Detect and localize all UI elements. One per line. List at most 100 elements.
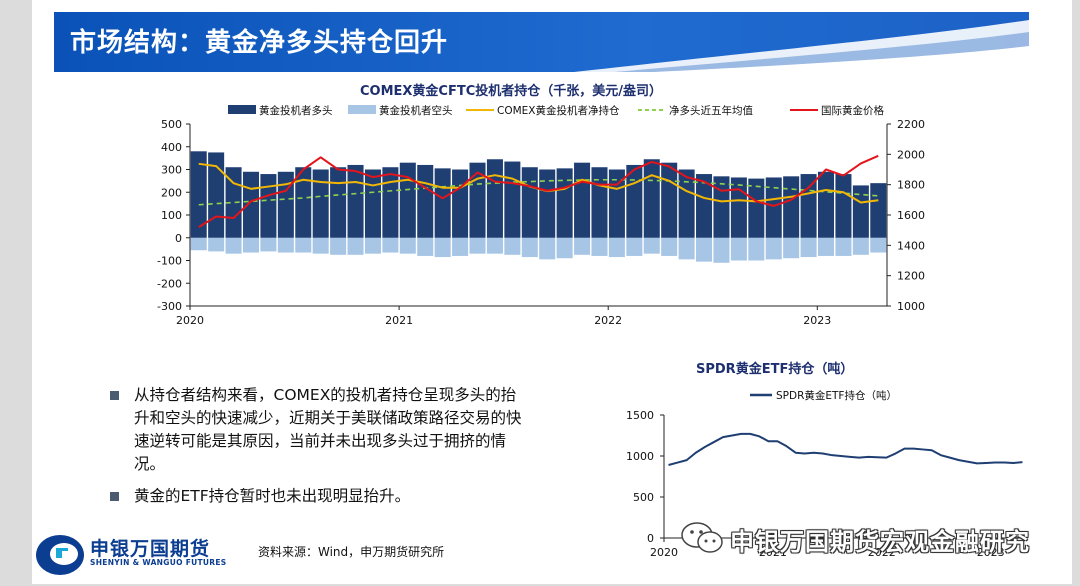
x-tick-label: 2023 [803,314,831,327]
long-position-bar [486,159,503,238]
long-position-bar [469,162,486,238]
short-position-bar [399,237,416,254]
long-position-bar [626,164,643,238]
y-right-tick-label: 1000 [897,300,925,313]
x-tick-label: 2022 [868,546,896,559]
short-position-bar [521,237,538,258]
y-right-tick-label: 1800 [897,179,925,192]
long-position-bar [347,164,364,238]
short-position-bar [765,237,782,260]
legend-swatch [348,105,376,114]
watermark-text: 申银万国期货宏观金融研究 [730,528,1030,556]
short-position-bar [591,237,608,256]
x-tick-label: 2021 [759,546,787,559]
y-right-tick-label: 1600 [897,209,925,222]
short-position-bar [713,237,730,263]
short-position-bar [190,237,207,251]
logo-text-cn: 申银万国期货 [90,538,211,560]
bullet-square-icon [110,492,119,501]
short-position-bar [295,237,312,253]
y-tick-label: -100 [157,255,182,268]
long-position-bar [452,169,469,238]
short-position-bar [504,237,521,255]
short-position-bar [852,237,869,255]
short-position-bar [208,237,225,252]
bullet-text: 从持仓者结构来看，COMEX的投机者持仓呈现多头的抬升和空头的快速减少，近期关于… [134,386,522,473]
y-tick-label: 100 [161,209,182,222]
long-position-bar [870,183,887,238]
long-position-bar [556,168,573,238]
y-tick-label: 300 [161,164,182,177]
short-position-bar [225,237,242,254]
x-tick-label: 2022 [594,314,622,327]
bullet-list: 从持仓者结构来看，COMEX的投机者持仓呈现多头的抬升和空头的快速减少，近期关于… [108,384,528,517]
short-position-bar [643,237,660,254]
long-position-bar [800,174,817,238]
long-position-bar [852,185,869,238]
y-tick-label: 1000 [626,450,654,463]
short-position-bar [661,237,678,256]
source-note: 资料来源：Wind，申万期货研究所 [258,545,445,559]
y-tick-label: 400 [161,141,182,154]
short-position-bar [783,237,800,259]
short-position-bar [696,237,713,262]
slide-title: 市场结构：黄金净多头持仓回升 [70,28,449,58]
long-position-bar [713,176,730,238]
long-position-bar [399,162,416,238]
bullet-item: 黄金的ETF持仓暂时也未出现明显抬升。 [108,485,528,508]
bullet-square-icon [110,391,119,400]
y-tick-label: 0 [647,532,654,545]
long-position-bar [504,161,521,238]
long-position-bar [242,171,260,238]
short-position-bar [469,237,486,254]
legend-label: SPDR黄金ETF持仓（吨） [776,389,897,402]
long-position-bar [312,169,329,238]
y-right-tick-label: 1400 [897,239,925,252]
legend-label: 黄金投机者多头 [259,104,333,117]
logo-mark-icon [36,535,84,575]
long-position-bar [277,171,294,238]
gold-price-line [198,154,879,228]
long-position-bar [661,162,678,238]
long-position-bar [364,169,381,238]
short-position-bar [817,237,835,256]
long-position-bar [748,178,765,238]
short-position-bar [835,237,852,256]
legend-label: COMEX黄金投机者净持仓 [497,104,620,117]
long-position-bar [696,174,713,238]
y-tick-label: -300 [157,300,182,313]
legend-label: 净多头近五年均值 [669,104,753,117]
long-position-bar [643,159,660,238]
legend-swatch [228,105,256,114]
y-tick-label: 500 [161,118,182,131]
long-position-bar [260,174,277,238]
long-position-bar [835,174,852,238]
x-tick-label: 2020 [176,314,204,327]
logo-text-en: SHENYIN & WANGUO FUTURES [90,558,227,567]
long-position-bar [330,167,347,238]
long-position-bar [591,167,608,238]
short-position-bar [382,237,399,253]
short-position-bar [434,237,451,258]
short-position-bar [242,237,260,253]
y-right-tick-label: 1200 [897,270,925,283]
bullet-text: 黄金的ETF持仓暂时也未出现明显抬升。 [134,487,411,505]
long-position-bar [817,171,835,238]
long-position-bar [783,176,800,238]
y-tick-label: 500 [633,491,654,504]
long-position-bar [539,169,556,238]
company-logo: 申银万国期货 SHENYIN & WANGUO FUTURES [32,528,252,580]
short-position-bar [452,237,469,256]
short-position-bar [870,237,887,253]
y-right-tick-label: 2200 [897,118,925,131]
short-position-bar [626,237,643,256]
y-tick-label: 1500 [626,409,654,422]
short-position-bar [486,237,503,254]
short-position-bar [748,237,765,261]
short-position-bar [312,237,329,254]
short-position-bar [417,237,434,256]
long-position-bar [574,162,591,238]
long-position-bar [678,169,695,238]
y-tick-label: 0 [175,232,182,245]
